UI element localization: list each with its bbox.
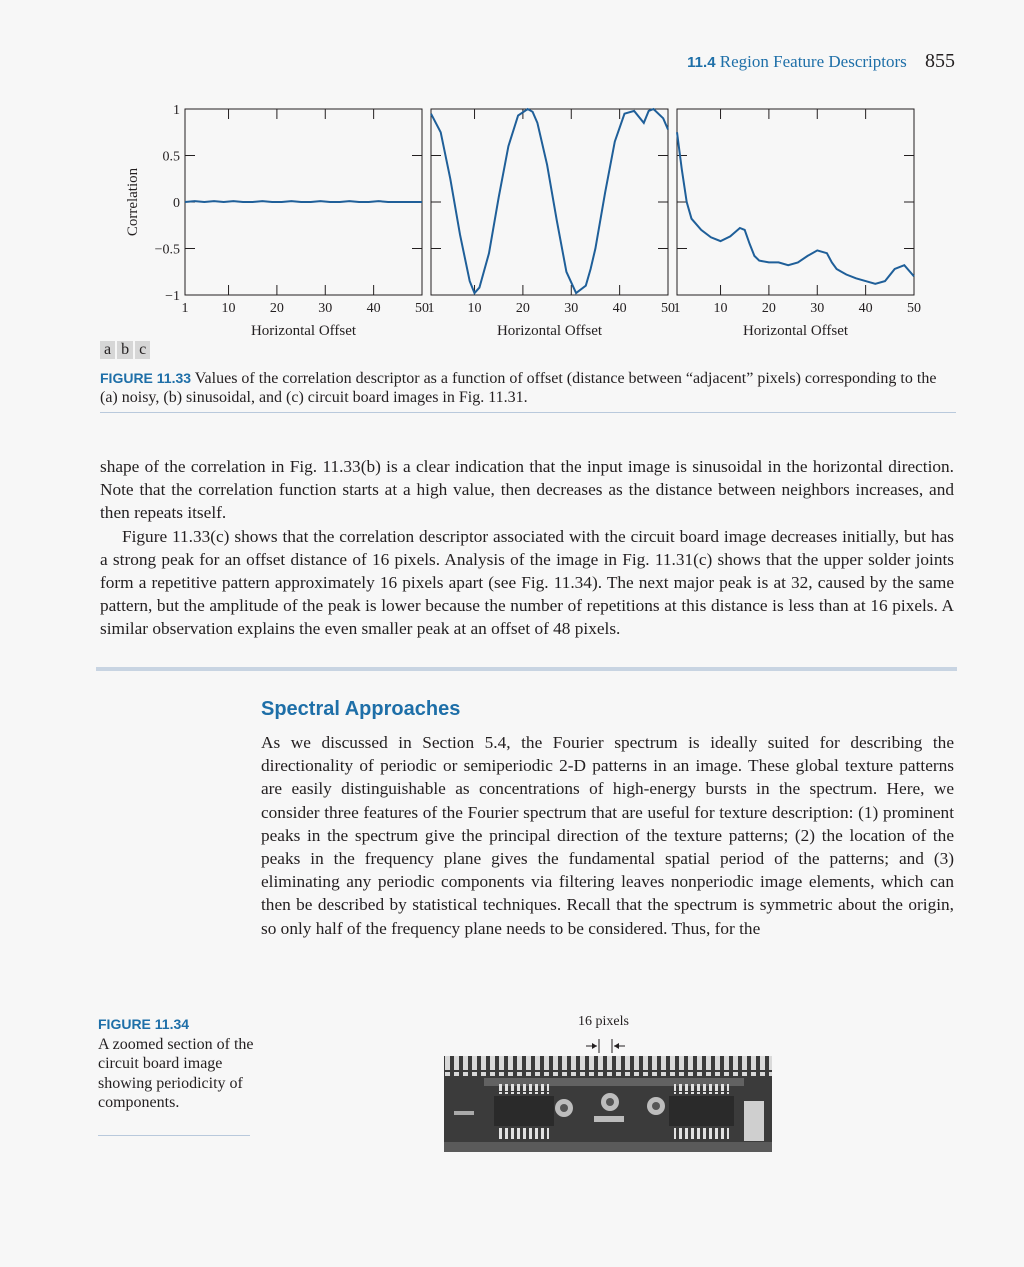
x-tick-label-c: 20 — [762, 301, 776, 316]
body-text: shape of the correlation in Fig. 11.33(b… — [100, 455, 954, 641]
figure-11-34-label: FIGURE 11.34 — [98, 1016, 190, 1032]
x-axis-label-c: Horizontal Offset — [743, 323, 849, 339]
x-tick-label-b: 10 — [468, 301, 482, 316]
correlation-charts: 1 10 20 30 40 50 −1 −0.5 0 0.5 1 Horizontal Offset C… — [125, 103, 921, 339]
panel-tag-a: a — [100, 341, 116, 359]
x-tick-label-a: 50 — [415, 301, 429, 316]
x-tick-label-b: 40 — [613, 301, 627, 316]
y-tick-label: −0.5 — [155, 243, 180, 258]
x-axis-label-b: Horizontal Offset — [497, 323, 603, 339]
x-tick-label-a: 1 — [182, 301, 189, 316]
header-title: Region Feature Descriptors — [719, 52, 907, 71]
section-divider — [96, 667, 957, 671]
figure-11-34-rule — [98, 1135, 250, 1136]
y-tick-label: 0.5 — [163, 150, 181, 165]
figure-11-33-caption: FIGURE 11.33 Values of the correlation d… — [100, 369, 956, 407]
period-marker — [586, 1039, 625, 1053]
y-tick-label: −1 — [165, 289, 180, 304]
section-heading: Spectral Approaches — [261, 698, 461, 720]
correlation-line-c — [676, 132, 915, 285]
x-tick-label-c: 10 — [714, 301, 728, 316]
correlation-line-b — [430, 107, 669, 295]
x-tick-label-c: 1 — [674, 301, 681, 316]
x-tick-label-b: 20 — [516, 301, 530, 316]
figure-panel-tags: a b c — [100, 341, 151, 359]
x-tick-label-b: 1 — [428, 301, 435, 316]
paragraph-1: shape of the correlation in Fig. 11.33(b… — [100, 457, 954, 523]
x-tick-label-c: 40 — [859, 301, 873, 316]
x-tick-label-b: 30 — [564, 301, 578, 316]
y-tick-label: 1 — [173, 103, 180, 118]
figure-11-34-caption-text: A zoomed section of the circuit board im… — [98, 1035, 254, 1112]
plot-frame-c — [676, 108, 915, 296]
section-paragraph: As we discussed in Section 5.4, the Four… — [261, 733, 954, 938]
x-tick-label-a: 20 — [270, 301, 284, 316]
pixel-annotation: 16 pixels — [578, 1014, 629, 1029]
page-number: 855 — [925, 50, 955, 72]
correlation-line-a — [184, 200, 422, 204]
x-tick-label-c: 30 — [810, 301, 824, 316]
header-section-number: 11.4 — [687, 54, 716, 71]
figure-11-33-caption-text: Values of the correlation descriptor as … — [100, 370, 937, 406]
figure-11-33-label: FIGURE 11.33 — [100, 370, 192, 386]
x-tick-label-a: 30 — [318, 301, 332, 316]
section-body: As we discussed in Section 5.4, the Four… — [261, 731, 954, 940]
x-tick-label-c: 50 — [907, 301, 921, 316]
paragraph-2: Figure 11.33(c) shows that the correlati… — [100, 526, 954, 639]
y-axis-label: Correlation — [125, 167, 141, 236]
running-header: 11.4 Region Feature Descriptors 855 — [687, 50, 955, 73]
y-tick-label: 0 — [173, 196, 180, 211]
x-tick-label-a: 40 — [367, 301, 381, 316]
panel-tag-c: c — [135, 341, 151, 359]
figure-11-34-caption: FIGURE 11.34 A zoomed section of the cir… — [98, 1015, 258, 1113]
caption-rule — [100, 412, 956, 413]
circuit-board-image — [444, 1056, 772, 1152]
x-tick-label-b: 50 — [661, 301, 675, 316]
panel-tag-b: b — [117, 341, 134, 359]
x-axis-label-a: Horizontal Offset — [251, 323, 357, 339]
x-tick-label-a: 10 — [222, 301, 236, 316]
